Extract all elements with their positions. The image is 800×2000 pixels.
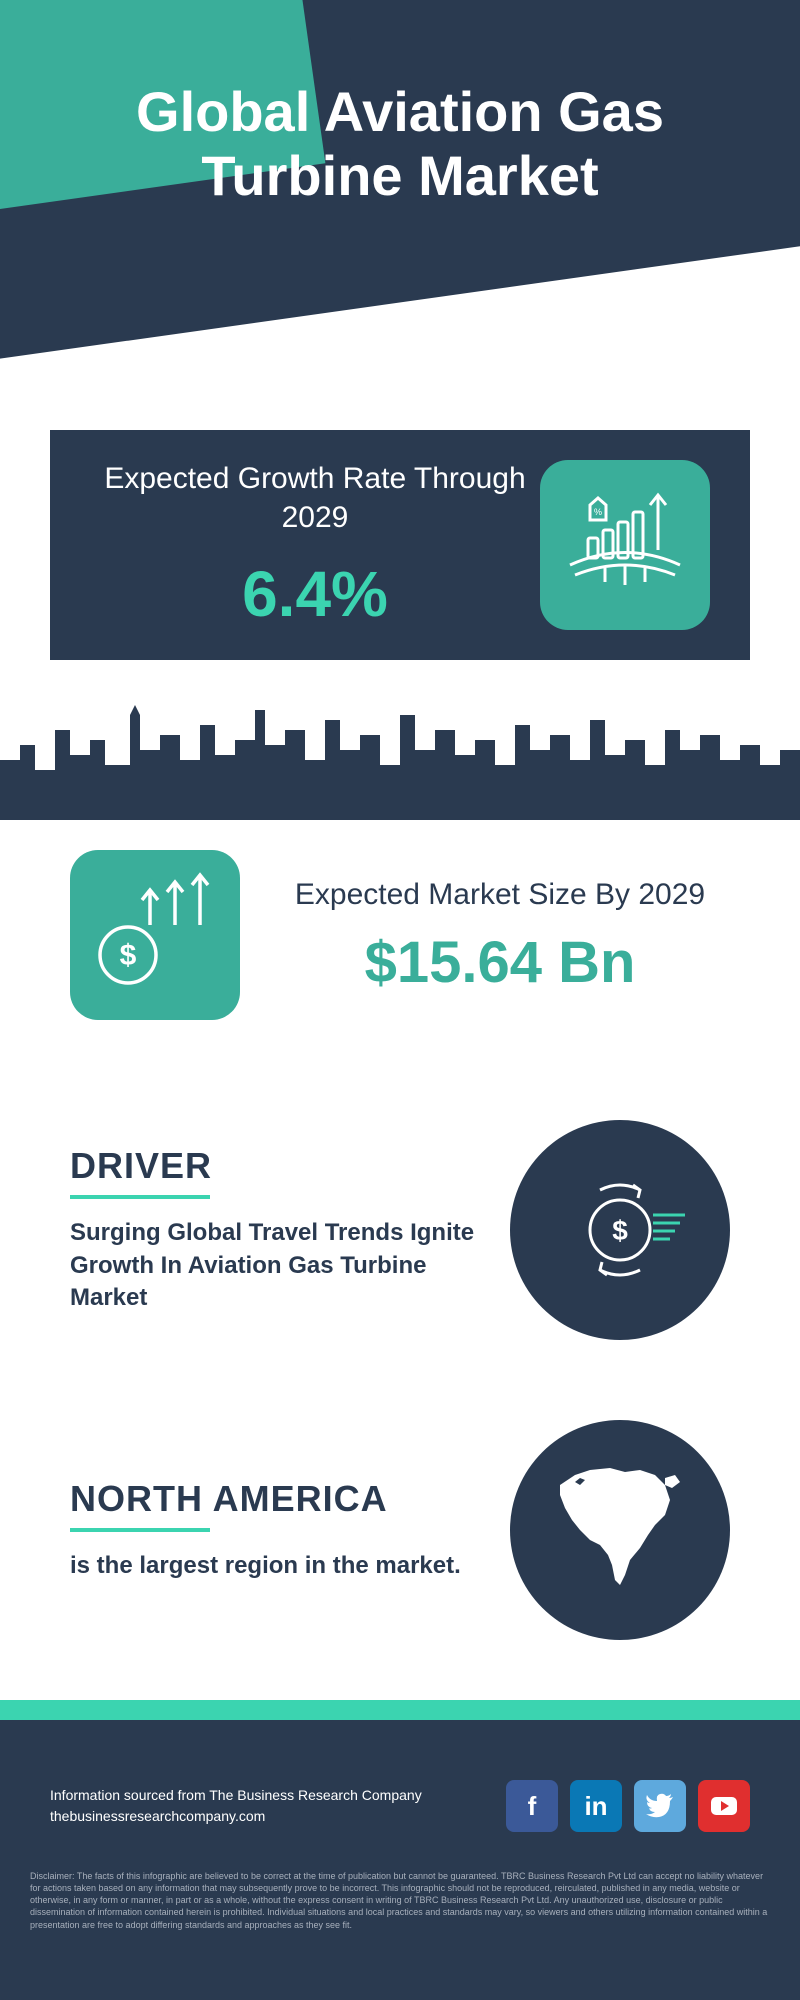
linkedin-icon[interactable]: in xyxy=(570,1780,622,1832)
svg-text:%: % xyxy=(594,507,602,517)
driver-underline xyxy=(70,1195,210,1199)
region-text-block: NORTH AMERICA is the largest region in t… xyxy=(70,1478,510,1582)
growth-label: Expected Growth Rate Through 2029 xyxy=(90,459,540,537)
svg-text:$: $ xyxy=(120,939,137,972)
header: Global Aviation Gas Turbine Market xyxy=(0,0,800,380)
region-section: NORTH AMERICA is the largest region in t… xyxy=(70,1420,730,1640)
disclaimer-text: Disclaimer: The facts of this infographi… xyxy=(30,1870,770,1931)
region-heading: NORTH AMERICA xyxy=(70,1478,480,1520)
page-title: Global Aviation Gas Turbine Market xyxy=(0,80,800,209)
market-value: $15.64 Bn xyxy=(270,929,730,996)
market-text-block: Expected Market Size By 2029 $15.64 Bn xyxy=(240,875,730,996)
driver-text-block: DRIVER Surging Global Travel Trends Igni… xyxy=(70,1145,510,1314)
footer xyxy=(0,1720,800,2000)
youtube-icon[interactable] xyxy=(698,1780,750,1832)
north-america-map-icon xyxy=(510,1420,730,1640)
market-section: $ Expected Market Size By 2029 $15.64 Bn xyxy=(50,820,750,1050)
twitter-icon[interactable] xyxy=(634,1780,686,1832)
svg-text:$: $ xyxy=(612,1215,628,1246)
driver-heading: DRIVER xyxy=(70,1145,480,1187)
growth-text-block: Expected Growth Rate Through 2029 6.4% xyxy=(90,459,540,631)
source-line-2: thebusinessresearchcompany.com xyxy=(50,1806,422,1827)
social-icons: f in xyxy=(506,1780,750,1832)
driver-section: DRIVER Surging Global Travel Trends Igni… xyxy=(70,1120,730,1340)
growth-section: Expected Growth Rate Through 2029 6.4% % xyxy=(50,430,750,660)
growth-chart-icon: % xyxy=(540,460,710,630)
growth-value: 6.4% xyxy=(90,557,540,631)
market-label: Expected Market Size By 2029 xyxy=(270,875,730,914)
facebook-icon[interactable]: f xyxy=(506,1780,558,1832)
footer-source-text: Information sourced from The Business Re… xyxy=(50,1785,422,1827)
footer-content: Information sourced from The Business Re… xyxy=(50,1780,750,1832)
skyline-icon xyxy=(0,700,800,820)
region-body: is the largest region in the market. xyxy=(70,1550,480,1582)
dollar-growth-icon: $ xyxy=(70,850,240,1020)
driver-body: Surging Global Travel Trends Ignite Grow… xyxy=(70,1217,480,1314)
region-underline xyxy=(70,1528,210,1532)
money-transfer-icon: $ xyxy=(510,1120,730,1340)
source-line-1: Information sourced from The Business Re… xyxy=(50,1785,422,1806)
footer-accent-bar xyxy=(0,1700,800,1720)
